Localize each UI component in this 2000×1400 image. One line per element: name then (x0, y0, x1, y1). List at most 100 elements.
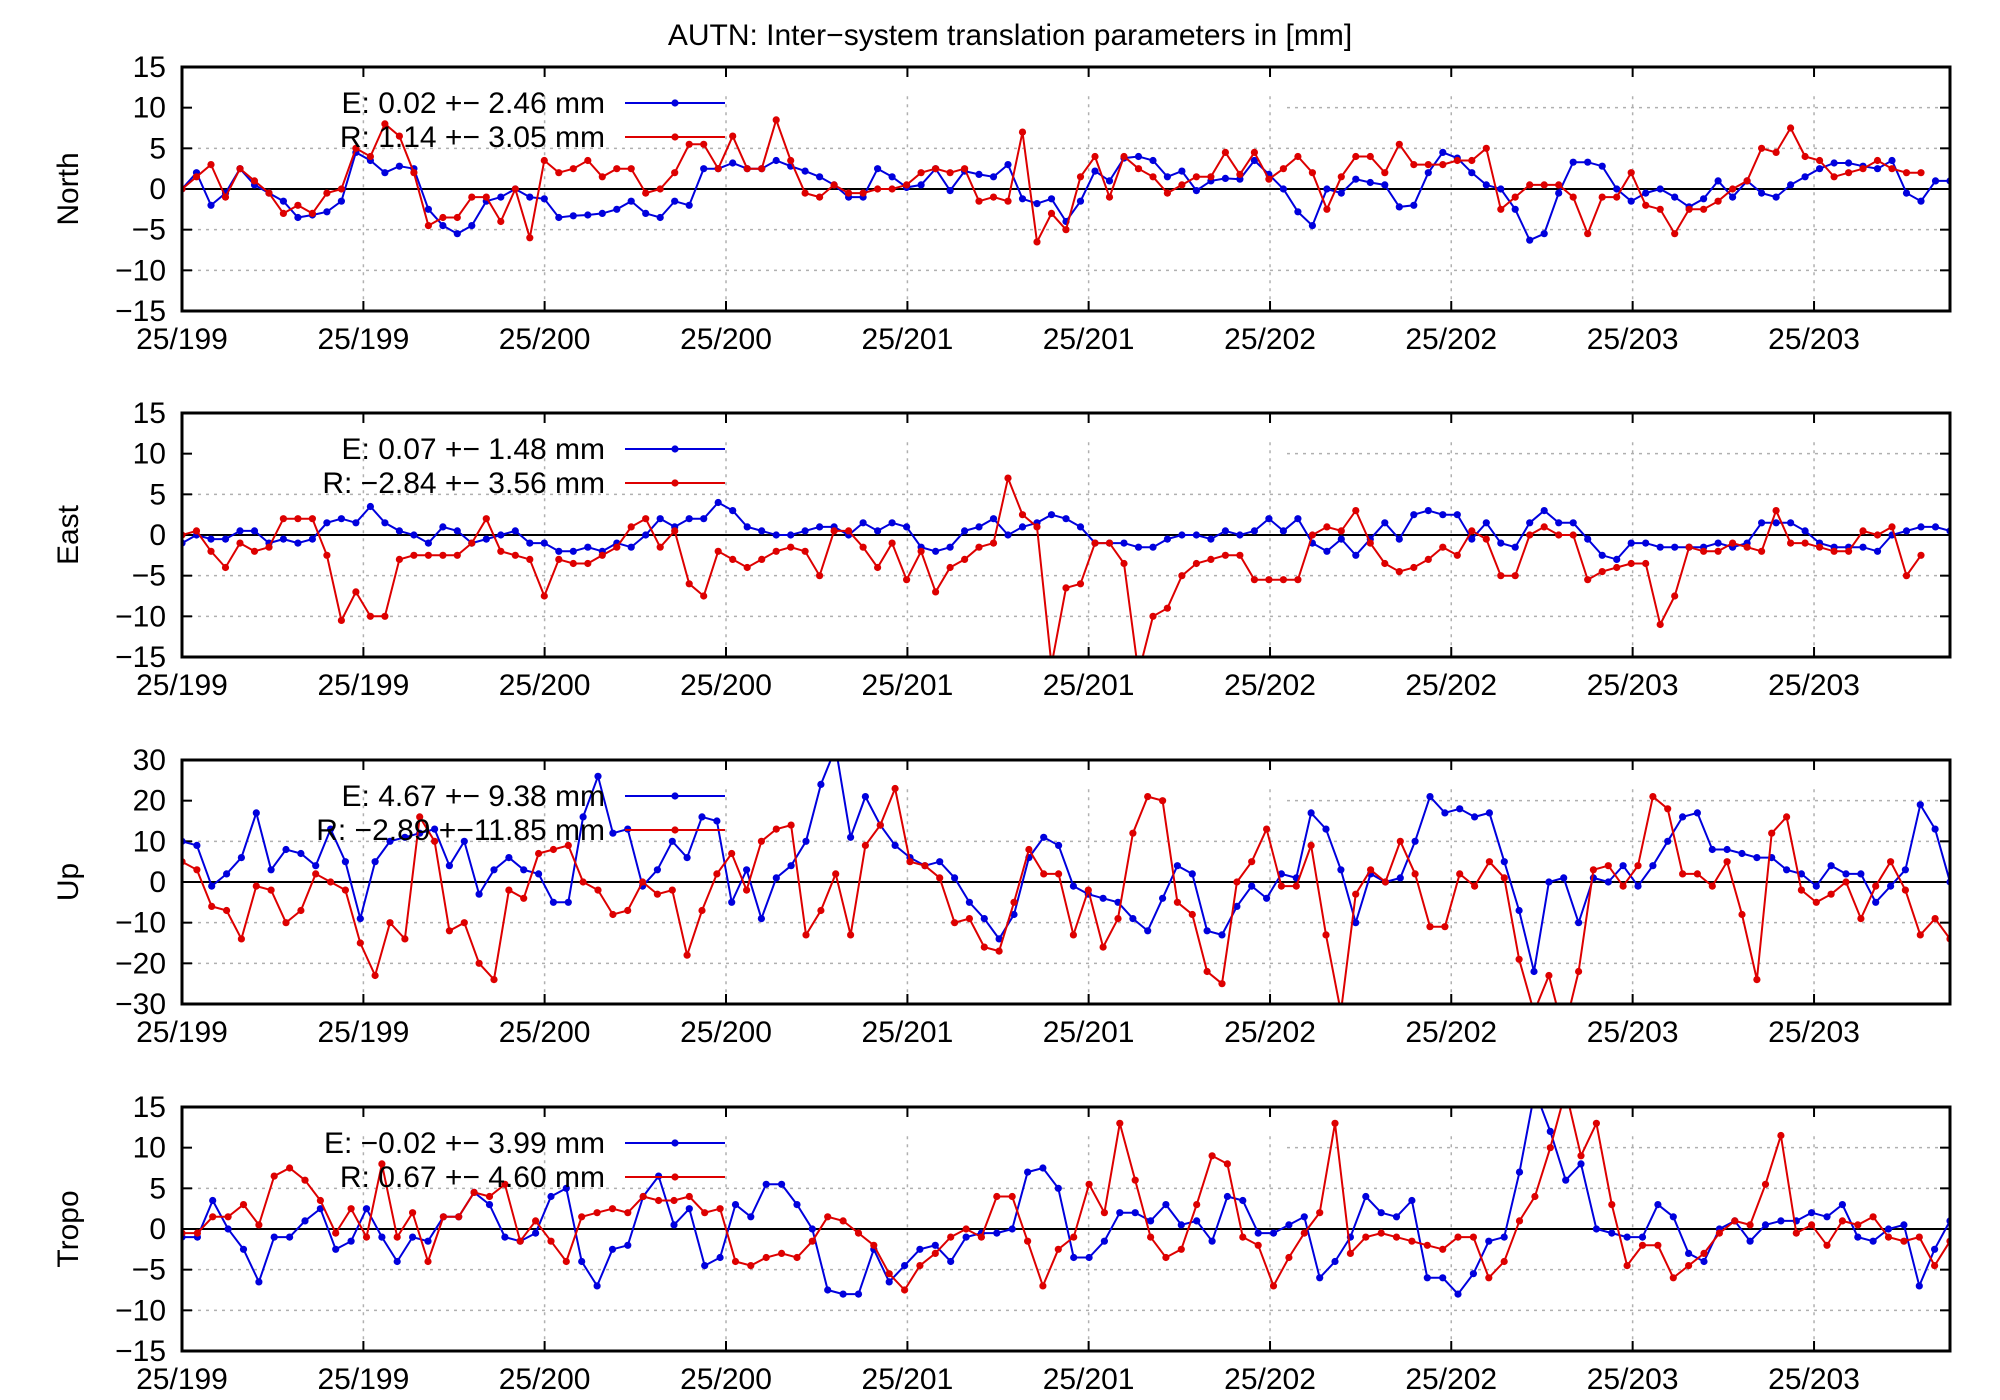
data-point (1454, 1290, 1462, 1298)
y-axis-label: Up (52, 863, 85, 901)
data-point (453, 551, 461, 559)
data-point (1577, 1152, 1585, 1160)
data-point (393, 1257, 401, 1266)
data-point (1901, 886, 1909, 894)
data-point (1410, 511, 1418, 519)
data-point (624, 1241, 632, 1249)
data-point (439, 1213, 447, 1221)
data-point (931, 1241, 939, 1249)
data-point (772, 116, 780, 124)
data-point (808, 1237, 816, 1245)
data-point (1738, 849, 1746, 858)
data-point (598, 173, 606, 181)
data-point (845, 527, 853, 535)
data-point (445, 927, 453, 935)
data-point (1177, 1245, 1185, 1253)
data-point (424, 1237, 432, 1245)
data-point (1294, 152, 1302, 161)
data-point (520, 866, 528, 874)
data-point (1308, 169, 1316, 177)
data-point (424, 539, 432, 547)
data-point (505, 886, 513, 894)
data-point (1838, 1201, 1846, 1209)
x-tick-label: 25/202 (1224, 1016, 1316, 1049)
legend-entry-E: E: 0.02 +− 2.46 mm (342, 87, 605, 120)
data-point (1454, 1233, 1462, 1241)
data-point (279, 515, 287, 523)
data-point (787, 821, 795, 829)
data-point (1497, 572, 1505, 580)
data-point (520, 894, 528, 902)
data-point (1395, 568, 1403, 576)
data-point (431, 825, 439, 833)
data-point (1627, 539, 1635, 547)
data-point (526, 555, 534, 564)
data-point (1411, 870, 1419, 878)
data-point (671, 527, 679, 535)
data-point (817, 906, 825, 915)
data-point (1729, 193, 1737, 201)
data-point (965, 898, 974, 906)
x-tick-label: 25/199 (318, 1016, 410, 1049)
data-point (772, 547, 780, 555)
data-point (728, 898, 736, 906)
data-point (1008, 1225, 1016, 1233)
data-point (1062, 226, 1070, 234)
data-point (255, 1278, 263, 1286)
data-point (1884, 1233, 1893, 1241)
data-point (1004, 474, 1012, 482)
series-R (182, 116, 1925, 246)
data-point (1423, 1241, 1431, 1249)
data-point (579, 878, 587, 886)
data-point (532, 1217, 540, 1225)
data-point (847, 833, 855, 841)
data-point (395, 162, 403, 170)
data-point (1515, 1168, 1524, 1176)
data-point (535, 870, 543, 878)
data-point (731, 1257, 740, 1266)
data-point (301, 1176, 309, 1184)
legend-entry-R: R: 1.14 +− 3.05 mm (340, 121, 605, 154)
data-point (1192, 531, 1200, 539)
data-point (917, 547, 925, 555)
data-point (874, 563, 882, 572)
data-point (569, 559, 577, 568)
data-point (1192, 187, 1200, 195)
data-point (608, 1245, 617, 1253)
data-point (714, 165, 722, 173)
data-point (917, 169, 925, 177)
y-tick-label: 15 (133, 397, 166, 430)
data-point (1627, 197, 1635, 205)
data-point (1337, 173, 1345, 181)
data-point (1723, 845, 1731, 854)
data-point (1575, 919, 1583, 927)
data-point (1838, 1217, 1846, 1225)
data-point (1352, 175, 1360, 183)
data-point (1569, 531, 1577, 539)
data-point (1193, 1217, 1201, 1225)
data-point (1070, 1233, 1078, 1241)
data-point (1218, 980, 1226, 988)
data-point (1239, 1233, 1247, 1241)
data-point (1482, 181, 1490, 189)
data-point (192, 527, 201, 535)
data-point (772, 156, 780, 165)
data-point (1931, 1262, 1939, 1270)
data-point (1931, 177, 1940, 185)
data-point (1453, 156, 1461, 165)
data-point (1714, 177, 1722, 185)
data-point (237, 935, 245, 943)
y-tick-label: 5 (149, 1172, 166, 1205)
data-point (1352, 507, 1360, 515)
data-point (613, 543, 621, 551)
data-point (1888, 523, 1896, 531)
data-point (1482, 519, 1490, 527)
data-point (975, 523, 983, 531)
data-point (1642, 201, 1650, 209)
data-point (1163, 604, 1171, 612)
data-point (1801, 527, 1809, 535)
data-point (1144, 793, 1152, 801)
data-point (1531, 1192, 1539, 1201)
data-point (1410, 563, 1418, 572)
legend-entry-E: E: 0.07 +− 1.48 mm (342, 433, 605, 466)
